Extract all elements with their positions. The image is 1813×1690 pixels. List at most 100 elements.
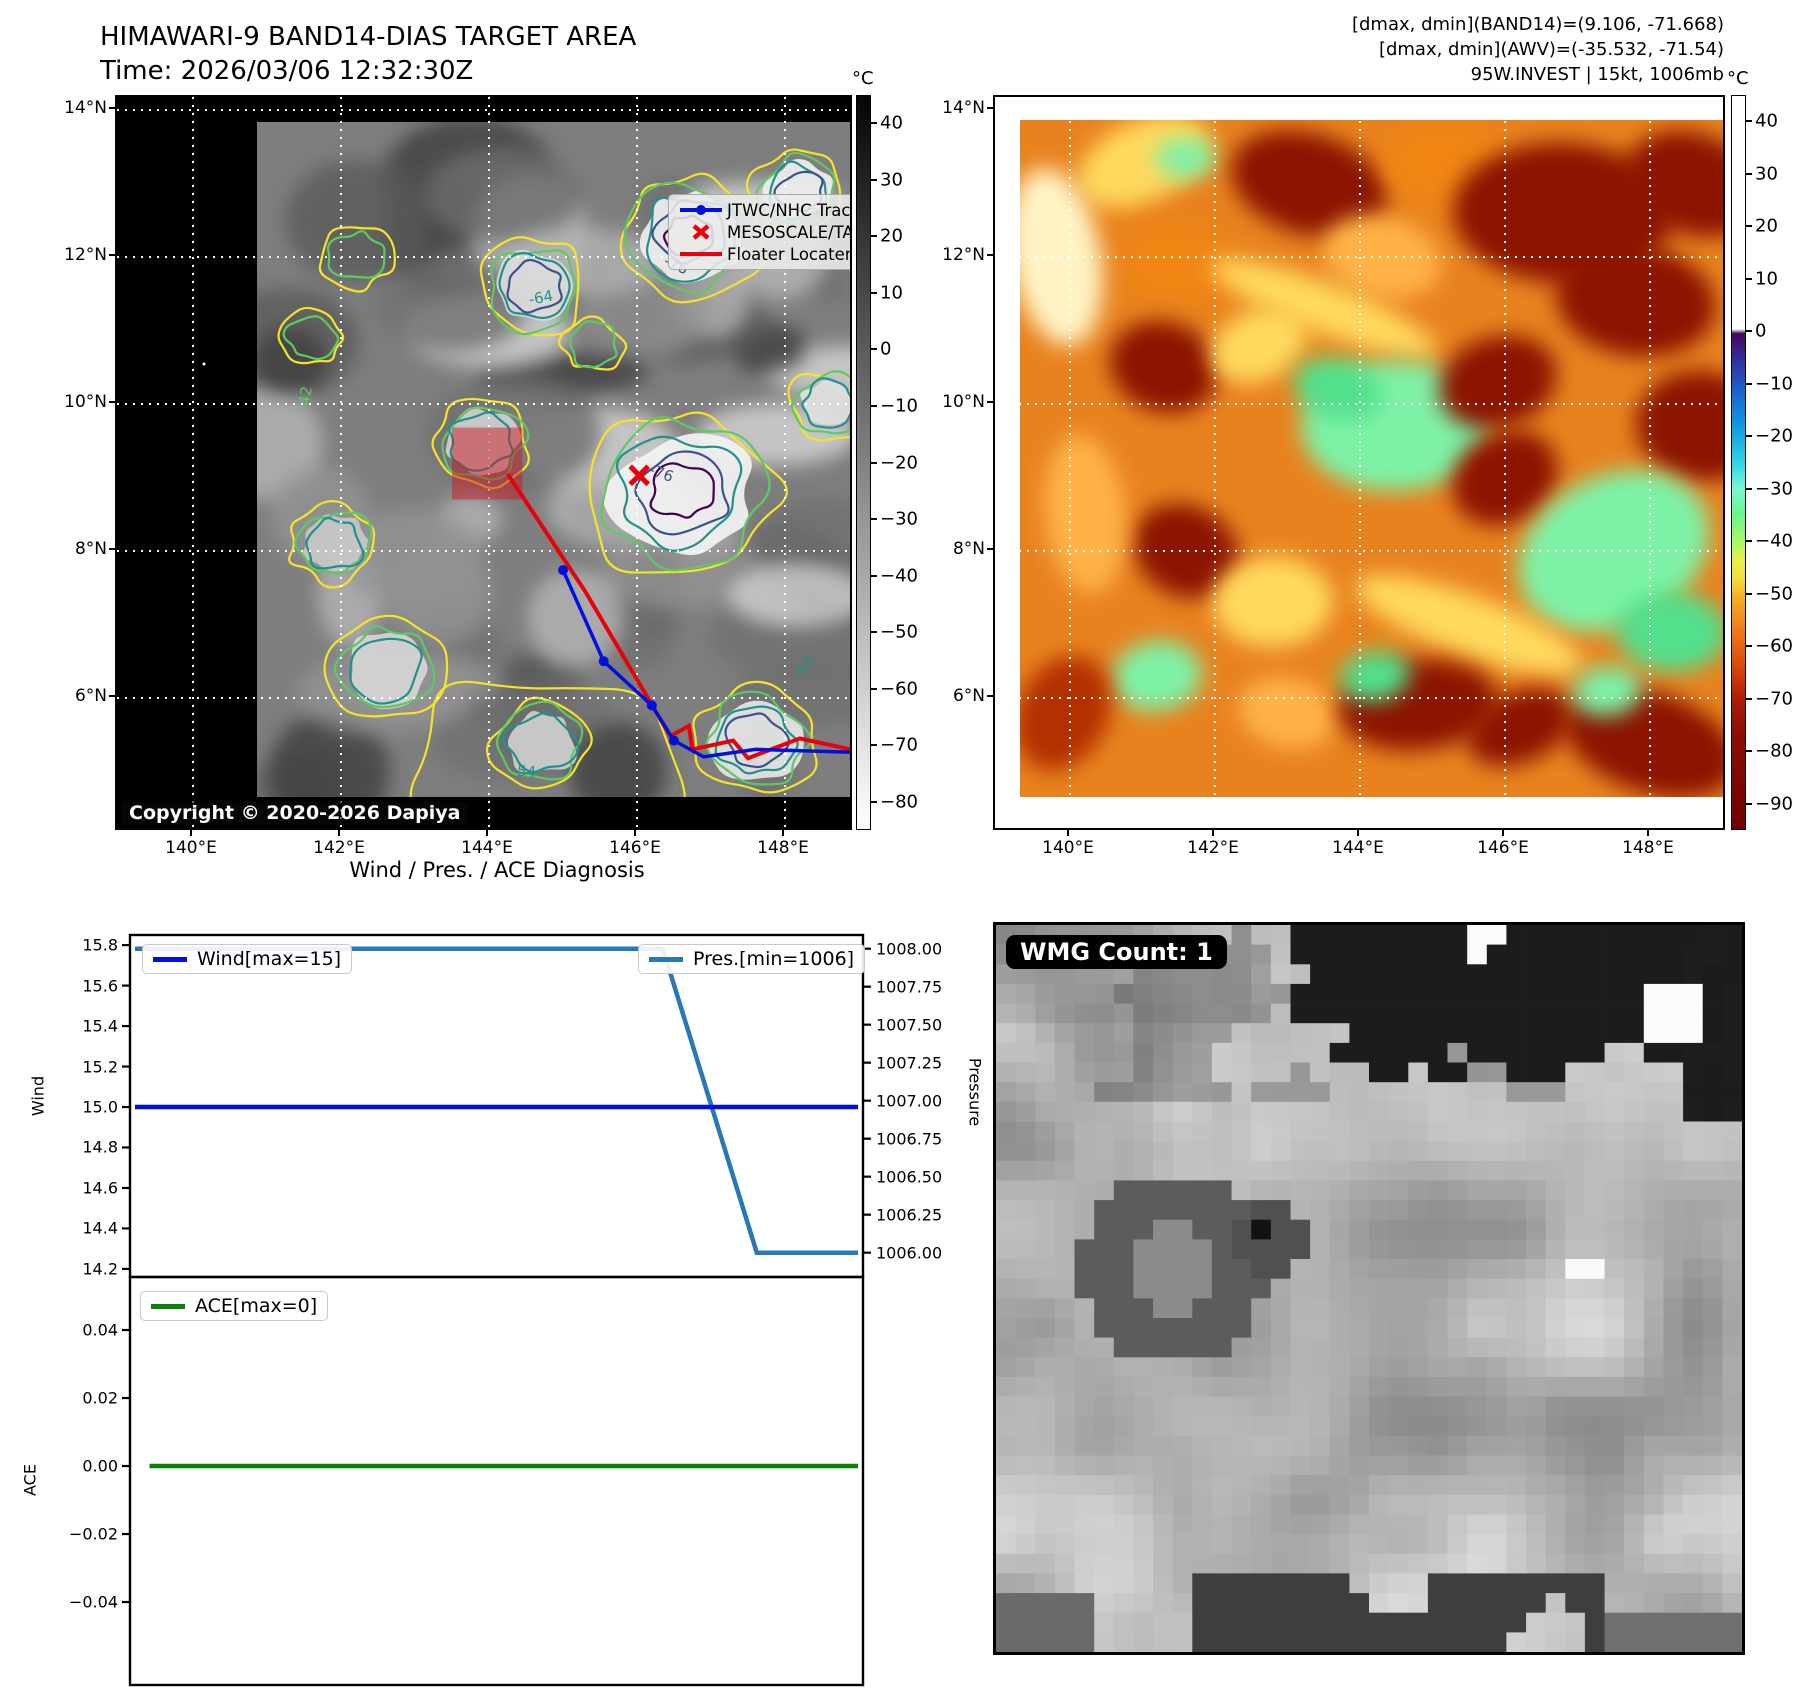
wmg-pixel <box>1153 1357 1174 1378</box>
wmg-pixel <box>1172 1239 1193 1260</box>
wmg-pixel <box>1643 1514 1664 1535</box>
wmg-pixel <box>1369 1494 1389 1515</box>
wmg-pixel <box>1565 1534 1586 1555</box>
wmg-pixel <box>1604 1632 1625 1652</box>
wmg-pixel <box>1094 1553 1115 1574</box>
wmg-pixel <box>1251 1239 1272 1260</box>
wmg-pixel <box>1526 983 1547 1004</box>
wmg-pixel <box>1211 1298 1232 1319</box>
wmg-pixel <box>1153 1534 1174 1555</box>
wmg-pixel <box>1074 1534 1095 1555</box>
wmg-pixel <box>1722 1278 1742 1299</box>
awv-xtick-mark <box>1502 830 1504 836</box>
wmg-pixel <box>1545 1278 1566 1299</box>
wmg-pixel <box>1231 1494 1252 1515</box>
wmg-pixel <box>996 964 1016 985</box>
wmg-pixel <box>1604 1573 1625 1594</box>
wmg-pixel <box>1329 1514 1350 1535</box>
wmg-pixel <box>1702 1435 1723 1456</box>
wmg-pixel <box>1231 1003 1252 1024</box>
wmg-pixel <box>1074 1376 1095 1397</box>
wmg-pixel <box>1722 1612 1742 1633</box>
wmg-pixel <box>1094 1219 1115 1240</box>
wmg-pixel <box>1565 1357 1586 1378</box>
wmg-pixel <box>1310 1259 1331 1279</box>
wmg-pixel <box>1388 1612 1409 1633</box>
wmg-pixel <box>1035 1494 1056 1515</box>
wmg-pixel <box>1290 1042 1311 1063</box>
wmg-pixel <box>1290 1062 1311 1083</box>
wmg-pixel <box>1624 1160 1645 1181</box>
wmg-pixel <box>1388 1337 1409 1358</box>
wmg-pixel <box>1427 1219 1448 1240</box>
wmg-pixel <box>1133 1219 1154 1240</box>
wmg-pixel <box>1408 925 1429 945</box>
wmg-pixel <box>1015 1200 1036 1221</box>
wmg-pixel <box>1447 964 1468 985</box>
band14-colorbar-tick-label: −30 <box>880 508 918 530</box>
b14-ytick-mark <box>109 254 115 256</box>
wmg-pixel <box>1643 1396 1664 1417</box>
legend-row-mesoscale: MESOSCALE/TARGET Location <box>675 221 850 243</box>
wmg-pixel <box>1290 1435 1311 1456</box>
wmg-pixel <box>1172 1141 1193 1162</box>
wmg-pixel <box>1447 1042 1468 1063</box>
Wind-tick-label: 14.4 <box>82 1218 118 1238</box>
wmg-pixel <box>1113 1101 1134 1122</box>
wmg-pixel <box>1486 1318 1507 1338</box>
wmg-pixel <box>1270 1612 1291 1633</box>
wmg-pixel <box>1349 944 1370 965</box>
wmg-pixel <box>1624 1298 1645 1319</box>
awv-ytick-label: 6°N <box>952 686 985 706</box>
wmg-pixel <box>1408 1219 1429 1240</box>
wmg-pixel <box>1094 983 1115 1004</box>
wmg-pixel <box>996 1573 1016 1594</box>
wmg-pixel <box>1270 1239 1291 1260</box>
awv-xtick-label: 140°E <box>1042 838 1094 858</box>
wmg-pixel <box>1035 1396 1056 1417</box>
wmg-pixel <box>1133 1200 1154 1221</box>
wmg-pixel <box>1683 1376 1704 1397</box>
wmg-pixel <box>1643 1416 1664 1437</box>
wmg-pixel <box>1683 944 1704 965</box>
wmg-pixel <box>1113 983 1134 1004</box>
ellipse <box>527 568 622 667</box>
wmg-pixel <box>1133 1435 1154 1456</box>
wmg-pixel <box>1270 1180 1291 1201</box>
wmg-pixel <box>1427 1455 1448 1476</box>
wmg-pixel <box>1349 1514 1370 1535</box>
wmg-pixel <box>1172 1435 1193 1456</box>
wmg-pixel <box>1388 1553 1409 1574</box>
Wind-tick-label: 15.2 <box>82 1057 118 1077</box>
wmg-pixel <box>1545 1475 1566 1496</box>
wmg-pixel <box>1015 1573 1036 1594</box>
wmg-pixel <box>1643 944 1664 965</box>
wmg-pixel <box>1369 1101 1389 1122</box>
ellipse <box>755 497 850 587</box>
wmg-pixel <box>1526 1141 1547 1162</box>
wmg-pixel <box>1153 1023 1174 1044</box>
wmg-pixel <box>1172 1082 1193 1103</box>
legend-row-tracks: JTWC/NHC Tracks [06/0600Z] <box>675 199 850 221</box>
wmg-pixel <box>1624 1534 1645 1555</box>
path <box>495 700 584 781</box>
wmg-pixel <box>1290 1318 1311 1338</box>
wmg-pixel <box>1604 1062 1625 1083</box>
wmg-pixel <box>1702 1042 1723 1063</box>
wmg-pixel <box>1054 1573 1075 1594</box>
wmg-pixel <box>1702 1259 1723 1279</box>
wmg-pixel <box>1624 1003 1645 1024</box>
wmg-pixel <box>996 1239 1016 1260</box>
ellipse <box>568 721 667 797</box>
wmg-pixel <box>1447 1200 1468 1221</box>
wmg-pixel <box>1290 1259 1311 1279</box>
wmg-pixel <box>1054 964 1075 985</box>
ace-axes-frame <box>128 1275 865 1687</box>
wmg-pixel <box>1683 1160 1704 1181</box>
wmg-pixel <box>1604 1003 1625 1024</box>
wmg-pixel <box>1565 1239 1586 1260</box>
wmg-pixel <box>1310 1632 1331 1652</box>
wmg-pixel <box>1270 1200 1291 1221</box>
path <box>323 614 449 718</box>
wmg-pixel <box>1683 1023 1704 1044</box>
